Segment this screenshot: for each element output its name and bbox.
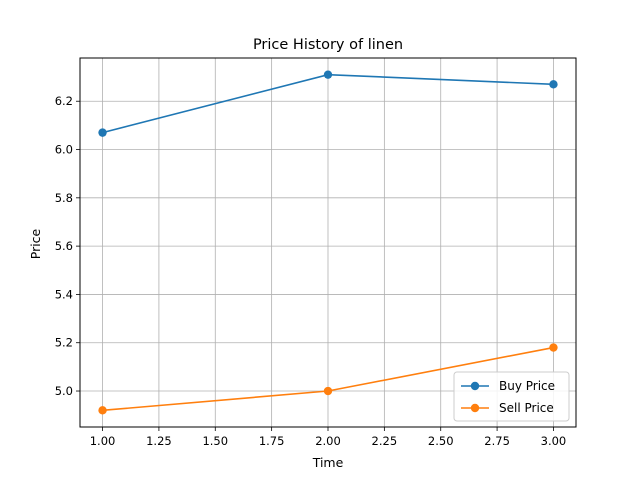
x-tick-label: 2.50 xyxy=(428,434,454,448)
x-axis-label: Time xyxy=(312,455,344,470)
x-tick-label: 1.25 xyxy=(146,434,172,448)
y-tick-label: 5.0 xyxy=(55,384,73,398)
legend-marker xyxy=(470,381,480,391)
y-axis-ticks: 5.0 5.2 5.4 5.6 5.8 6.0 6.2 xyxy=(55,94,80,398)
y-tick-label: 5.8 xyxy=(55,191,73,205)
data-point xyxy=(549,343,558,352)
legend-marker xyxy=(470,403,480,413)
x-tick-label: 2.00 xyxy=(315,434,341,448)
series-buy-price xyxy=(98,70,558,137)
x-tick-label: 1.50 xyxy=(202,434,228,448)
chart-title: Price History of linen xyxy=(253,37,403,53)
series-sell-price xyxy=(98,343,558,415)
x-tick-label: 2.25 xyxy=(372,434,398,448)
y-tick-label: 6.0 xyxy=(55,143,73,157)
data-point xyxy=(323,70,333,79)
data-point xyxy=(323,386,333,396)
y-axis-label: Price xyxy=(28,228,43,259)
series-layer xyxy=(98,70,558,415)
legend-label: Sell Price xyxy=(499,401,554,415)
x-tick-label: 3.00 xyxy=(541,434,567,448)
legend-item: Buy Price xyxy=(461,379,555,393)
x-tick-label: 1.75 xyxy=(259,434,285,448)
y-tick-label: 5.4 xyxy=(55,287,73,301)
y-tick-label: 6.2 xyxy=(55,94,73,108)
data-point xyxy=(549,80,558,89)
legend-label: Buy Price xyxy=(499,379,555,393)
grid xyxy=(80,58,576,427)
y-tick-label: 5.2 xyxy=(55,336,73,350)
legend-item: Sell Price xyxy=(461,401,554,415)
y-tick-label: 5.6 xyxy=(55,239,73,253)
data-point xyxy=(98,128,107,137)
data-point xyxy=(98,406,107,415)
x-axis-ticks: 1.00 1.25 1.50 1.75 2.00 2.25 2.50 2.75 3.00 xyxy=(90,427,567,448)
legend: Buy Price Sell Price xyxy=(453,371,570,422)
x-tick-label: 2.75 xyxy=(484,434,510,448)
x-tick-label: 1.00 xyxy=(90,434,116,448)
